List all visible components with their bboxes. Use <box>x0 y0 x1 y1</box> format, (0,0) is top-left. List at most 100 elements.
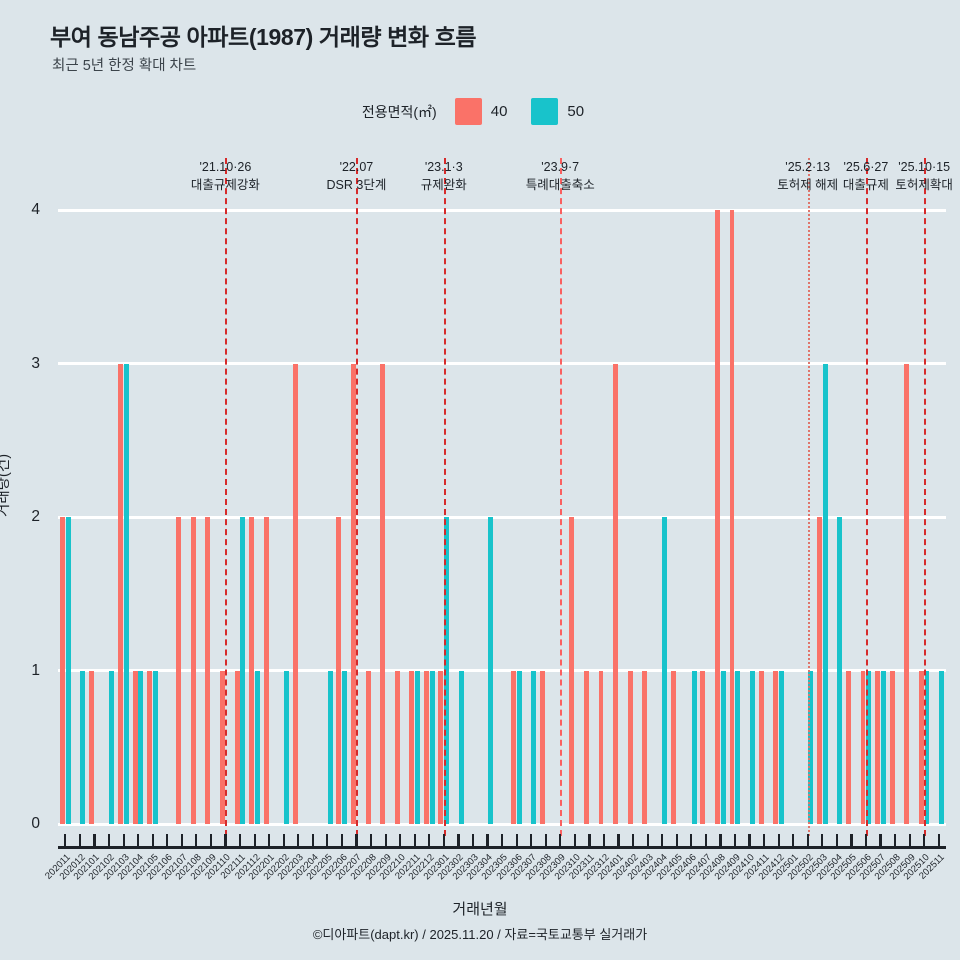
bar[interactable] <box>816 517 822 824</box>
bar[interactable] <box>409 670 415 824</box>
bar[interactable] <box>773 670 779 824</box>
bar[interactable] <box>336 517 342 824</box>
x-axis: 202011 202012 202101 202102 202103 202104 2021… <box>43 824 946 944</box>
bar[interactable] <box>205 517 211 824</box>
bar[interactable] <box>327 670 333 824</box>
bar[interactable] <box>89 670 94 824</box>
bar[interactable] <box>613 363 618 824</box>
legend: 전용면적(㎡) 40 50 <box>0 98 960 125</box>
bar[interactable] <box>866 670 872 824</box>
bar[interactable] <box>394 670 400 824</box>
bar[interactable] <box>138 670 144 824</box>
bar[interactable] <box>65 517 71 824</box>
bar[interactable] <box>292 363 298 824</box>
x-tick <box>559 834 562 847</box>
x-tick <box>122 834 125 847</box>
bar[interactable] <box>423 670 429 824</box>
bar[interactable] <box>516 670 522 824</box>
bar[interactable] <box>671 670 677 824</box>
bar[interactable] <box>249 517 255 824</box>
bar[interactable] <box>487 517 493 824</box>
x-tick <box>501 834 504 847</box>
bar[interactable] <box>415 670 420 824</box>
bar[interactable] <box>458 670 464 824</box>
gridline <box>58 515 946 519</box>
event-date: '25.2·13 <box>785 160 831 174</box>
bar[interactable] <box>429 670 435 824</box>
bar[interactable] <box>720 670 726 824</box>
bar[interactable] <box>569 517 575 824</box>
bar[interactable] <box>642 670 648 824</box>
event-date: '23.1·3 <box>424 160 463 174</box>
event-line <box>924 158 927 836</box>
bar[interactable] <box>860 670 866 824</box>
legend-entry-50[interactable]: 50 <box>531 98 584 125</box>
gridline <box>58 822 946 826</box>
x-tick <box>180 834 183 847</box>
bar[interactable] <box>729 210 735 824</box>
bar[interactable] <box>845 670 851 824</box>
bar[interactable] <box>220 670 225 824</box>
bar[interactable] <box>598 670 604 824</box>
bar[interactable] <box>254 670 260 824</box>
bar[interactable] <box>109 670 115 824</box>
event-date: '23.9·7 <box>541 160 580 174</box>
bar[interactable] <box>59 517 65 824</box>
bar[interactable] <box>758 670 764 824</box>
bar[interactable] <box>583 670 589 824</box>
bar[interactable] <box>176 517 182 824</box>
bar[interactable] <box>880 670 886 824</box>
bar[interactable] <box>691 670 697 824</box>
bar[interactable] <box>531 670 537 824</box>
event-line <box>443 158 446 836</box>
x-tick <box>864 834 868 847</box>
bar[interactable] <box>808 670 813 824</box>
bar[interactable] <box>822 363 828 824</box>
bar[interactable] <box>904 363 910 824</box>
bar[interactable] <box>444 517 450 824</box>
bar[interactable] <box>190 517 196 824</box>
y-tick-label: 2 <box>31 508 40 525</box>
bar[interactable] <box>342 670 348 824</box>
bar[interactable] <box>152 670 158 824</box>
x-tick <box>137 834 140 847</box>
bar[interactable] <box>627 670 633 824</box>
bar[interactable] <box>365 670 371 824</box>
bar[interactable] <box>284 670 289 824</box>
bar[interactable] <box>662 517 668 824</box>
event-date: '22.07 <box>339 160 374 174</box>
x-axis-line <box>58 846 946 849</box>
bar[interactable] <box>118 363 124 824</box>
bar[interactable] <box>132 670 138 824</box>
bar[interactable] <box>875 670 881 824</box>
x-tick <box>311 834 314 847</box>
bar[interactable] <box>234 670 240 824</box>
x-tick <box>923 834 926 847</box>
bar[interactable] <box>837 517 843 824</box>
bar[interactable] <box>714 210 720 824</box>
legend-entry-40[interactable]: 40 <box>454 98 507 125</box>
bar[interactable] <box>147 670 153 824</box>
bar[interactable] <box>700 670 706 824</box>
bar[interactable] <box>380 363 386 824</box>
legend-swatch-40 <box>454 98 482 125</box>
bar[interactable] <box>889 670 895 824</box>
bar[interactable] <box>351 363 356 824</box>
bar[interactable] <box>263 517 269 824</box>
footer-credit: ©디아파트(dapt.kr) / 2025.11.20 / 자료=국토교통부 실… <box>312 927 648 942</box>
bar[interactable] <box>240 517 246 824</box>
bar[interactable] <box>749 670 755 824</box>
event-name: 대출규제강화 <box>190 178 260 193</box>
bar[interactable] <box>735 670 741 824</box>
bar[interactable] <box>918 670 924 824</box>
bar[interactable] <box>80 670 86 824</box>
bar[interactable] <box>123 363 129 824</box>
bar[interactable] <box>540 670 546 824</box>
event-name: 규제완화 <box>420 178 467 193</box>
bar[interactable] <box>939 670 945 824</box>
bar[interactable] <box>778 670 784 824</box>
event-name: 토허제확대 <box>895 178 953 193</box>
bar[interactable] <box>924 670 930 824</box>
bar[interactable] <box>438 670 444 824</box>
bar[interactable] <box>511 670 517 824</box>
